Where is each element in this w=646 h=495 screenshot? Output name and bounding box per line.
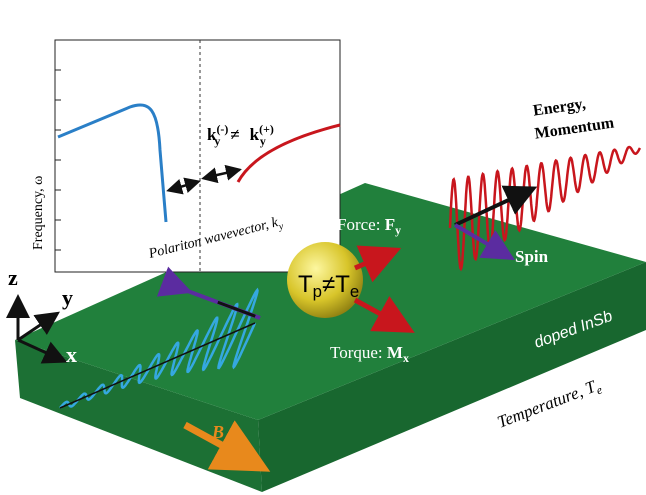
label-part: e xyxy=(350,282,359,301)
inset-y-label: Frequency, ω xyxy=(31,176,46,250)
energy-label: Energy, xyxy=(532,95,587,119)
label-part: ≠ xyxy=(322,271,335,298)
torque-label: Torque: Mx xyxy=(330,343,409,365)
label-part: T xyxy=(335,271,350,298)
spin-label: Spin xyxy=(515,247,549,266)
field-label: B xyxy=(211,422,224,442)
label-part: ≠ xyxy=(230,125,239,144)
axis-x: x xyxy=(66,342,77,367)
force-label: Force: Fy xyxy=(337,215,401,237)
label-part: M xyxy=(387,343,403,362)
label-part: Force: xyxy=(337,215,385,234)
label-part: Torque: xyxy=(330,343,387,362)
label-part: F xyxy=(385,215,395,234)
label-part: y xyxy=(395,223,401,237)
label-part: T xyxy=(298,271,313,298)
label-part: y xyxy=(214,134,220,148)
momentum-label: Momentum xyxy=(534,114,616,142)
label-part: y xyxy=(260,134,266,148)
axis-z: z xyxy=(8,265,18,290)
axis-y: y xyxy=(62,285,73,310)
figure: Frequency, ω Polariton wavevector, ky k(… xyxy=(0,0,646,495)
label-part: p xyxy=(313,282,322,301)
label-part: x xyxy=(403,351,409,365)
